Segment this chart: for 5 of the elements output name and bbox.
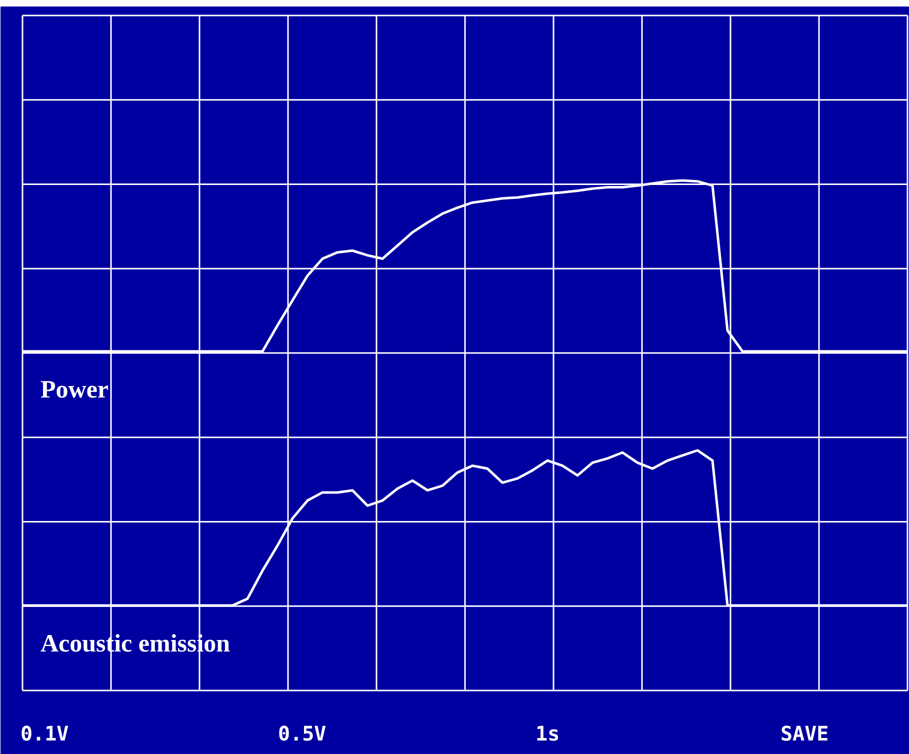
series-label: Power (40, 376, 109, 404)
text: 1s (536, 722, 560, 746)
text: 0.5V (278, 722, 326, 746)
text: SAVE (780, 722, 829, 746)
text: 0.1V (20, 722, 69, 746)
